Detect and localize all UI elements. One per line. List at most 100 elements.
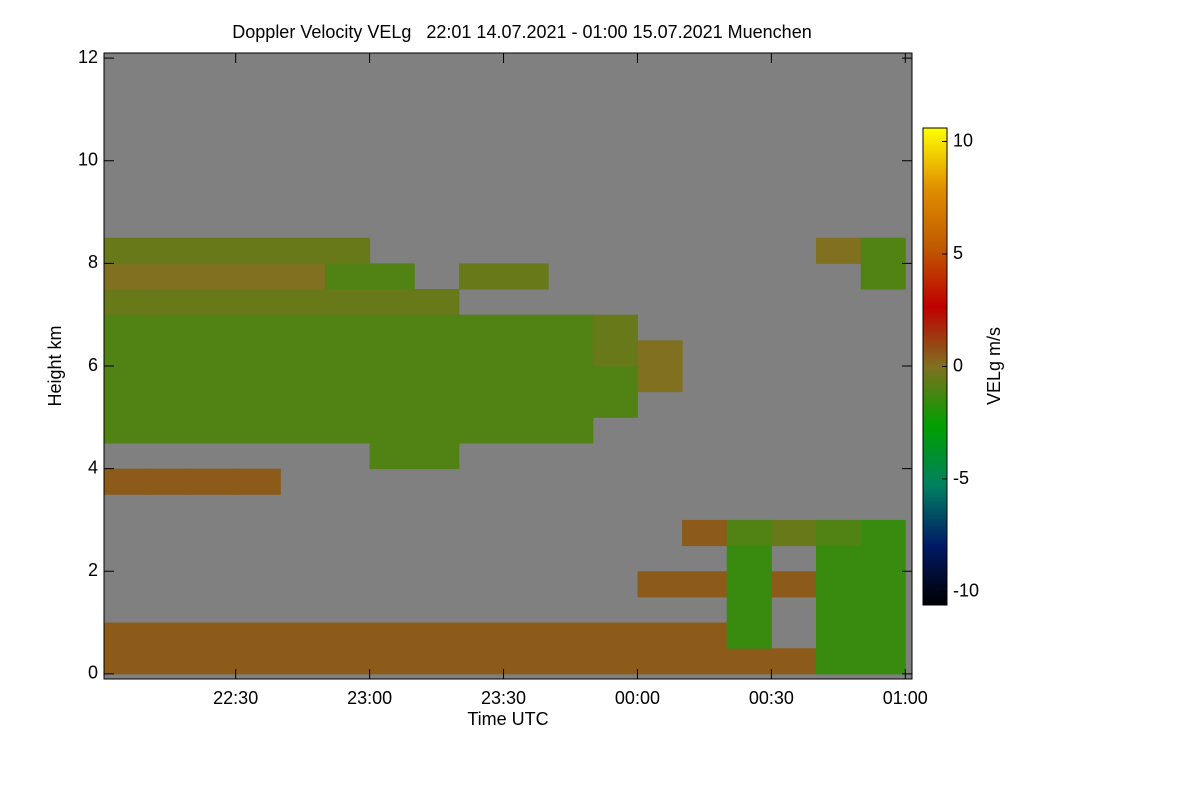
- heatmap-cell: [414, 417, 460, 444]
- heatmap-cell: [592, 366, 638, 393]
- heatmap-cell: [235, 648, 281, 675]
- heatmap-cell: [324, 263, 371, 290]
- heatmap-cell: [191, 263, 237, 290]
- heatmap-cell: [146, 340, 192, 367]
- heatmap-cell: [369, 648, 415, 675]
- heatmap-cell: [235, 340, 281, 367]
- heatmap-cell: [414, 289, 460, 316]
- heatmap-cell: [146, 391, 192, 418]
- heatmap-cell: [369, 289, 415, 316]
- x-tick-label: 23:30: [481, 688, 526, 708]
- heatmap-cell: [592, 648, 638, 675]
- heatmap-cell: [146, 289, 192, 316]
- y-tick-label: 12: [78, 47, 98, 67]
- heatmap-cell: [104, 340, 147, 367]
- heatmap-cell: [458, 391, 505, 418]
- heatmap-cell: [191, 314, 237, 341]
- heatmap-cell: [369, 314, 415, 341]
- y-tick-label: 0: [88, 663, 98, 683]
- heatmap-cell: [860, 596, 906, 624]
- heatmap-cell: [548, 622, 594, 649]
- y-tick-label: 6: [88, 355, 98, 375]
- heatmap-cell: [503, 340, 549, 367]
- heatmap-cell: [235, 263, 281, 290]
- heatmap-cell: [104, 391, 147, 418]
- heatmap-cell: [816, 237, 862, 264]
- heatmap-cell: [280, 237, 326, 264]
- heatmap-cell: [816, 545, 862, 572]
- heatmap-cell: [369, 417, 415, 444]
- heatmap-cell: [280, 263, 326, 290]
- chart-title: Doppler Velocity VELg 22:01 14.07.2021 -…: [232, 22, 811, 42]
- heatmap-cell: [191, 289, 237, 316]
- heatmap-cell: [860, 571, 906, 598]
- heatmap-cell: [324, 622, 371, 649]
- heatmap-cell: [191, 340, 237, 367]
- heatmap-cell: [414, 648, 460, 675]
- heatmap-cell: [458, 314, 505, 341]
- heatmap-cell: [637, 340, 683, 367]
- x-tick-label: 22:30: [213, 688, 258, 708]
- x-axis-label: Time UTC: [467, 709, 548, 729]
- heatmap-cell: [104, 289, 147, 316]
- heatmap: [104, 237, 906, 675]
- heatmap-cell: [548, 648, 594, 675]
- heatmap-cell: [235, 237, 281, 264]
- colorbar-label: VELg m/s: [984, 327, 1004, 405]
- heatmap-cell: [146, 366, 192, 393]
- heatmap-cell: [860, 648, 906, 675]
- heatmap-cell: [503, 622, 549, 649]
- heatmap-cell: [503, 417, 549, 444]
- heatmap-cell: [771, 519, 817, 547]
- heatmap-cell: [860, 622, 906, 649]
- heatmap-cell: [280, 417, 326, 444]
- heatmap-cell: [682, 519, 728, 547]
- heatmap-cell: [458, 622, 505, 649]
- heatmap-cell: [369, 366, 415, 393]
- heatmap-cell: [816, 622, 862, 649]
- heatmap-cell: [280, 648, 326, 675]
- heatmap-cell: [860, 519, 906, 547]
- colorbar-tick-label: 0: [953, 355, 963, 375]
- heatmap-cell: [592, 314, 638, 341]
- heatmap-cell: [324, 391, 371, 418]
- heatmap-cell: [592, 391, 638, 418]
- heatmap-cell: [771, 648, 817, 675]
- heatmap-cell: [280, 391, 326, 418]
- heatmap-cell: [369, 622, 415, 649]
- heatmap-cell: [280, 289, 326, 316]
- heatmap-cell: [146, 237, 192, 264]
- heatmap-cell: [191, 237, 237, 264]
- heatmap-cell: [592, 340, 638, 367]
- heatmap-cell: [726, 648, 772, 675]
- heatmap-cell: [637, 648, 683, 675]
- heatmap-cell: [860, 263, 906, 290]
- heatmap-cell: [637, 366, 683, 393]
- heatmap-cell: [191, 648, 237, 675]
- heatmap-cell: [369, 340, 415, 367]
- heatmap-cell: [414, 622, 460, 649]
- heatmap-cell: [548, 417, 594, 444]
- heatmap-cell: [548, 391, 594, 418]
- heatmap-cell: [548, 314, 594, 341]
- heatmap-cell: [104, 622, 147, 649]
- heatmap-cell: [235, 289, 281, 316]
- heatmap-cell: [324, 314, 371, 341]
- x-tick-label: 23:00: [347, 688, 392, 708]
- heatmap-cell: [548, 340, 594, 367]
- y-tick-label: 8: [88, 252, 98, 272]
- heatmap-cell: [104, 366, 147, 393]
- heatmap-cell: [458, 648, 505, 675]
- heatmap-cell: [369, 442, 415, 470]
- heatmap-cell: [324, 417, 371, 444]
- heatmap-cell: [324, 237, 371, 264]
- heatmap-cell: [324, 366, 371, 393]
- heatmap-cell: [191, 391, 237, 418]
- heatmap-cell: [146, 263, 192, 290]
- colorbar-tick-label: 10: [953, 130, 973, 150]
- heatmap-cell: [191, 468, 237, 495]
- heatmap-cell: [280, 622, 326, 649]
- heatmap-cell: [682, 648, 728, 675]
- heatmap-cell: [191, 366, 237, 393]
- heatmap-cell: [458, 340, 505, 367]
